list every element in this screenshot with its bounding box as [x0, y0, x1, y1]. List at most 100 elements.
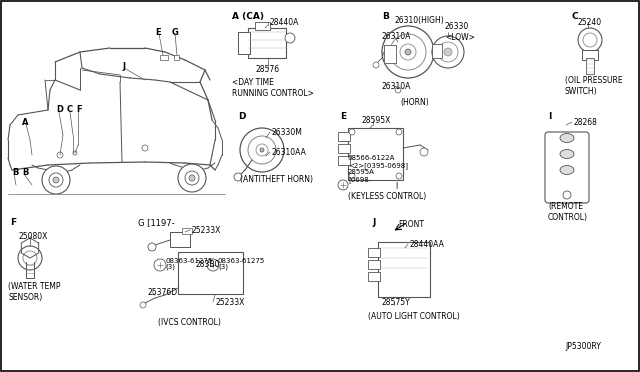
Text: B: B	[22, 168, 28, 177]
Text: 26330
<LOW>: 26330 <LOW>	[445, 22, 475, 42]
Text: (IVCS CONTROL): (IVCS CONTROL)	[158, 318, 221, 327]
Bar	[368, 260, 380, 269]
Bar	[160, 55, 168, 60]
Text: I: I	[548, 112, 552, 121]
Text: [0698-: [0698-	[348, 176, 371, 183]
Text: D: D	[238, 112, 246, 121]
Bar	[378, 242, 430, 297]
Circle shape	[400, 44, 416, 60]
Text: 08566-6122A: 08566-6122A	[348, 155, 396, 161]
Circle shape	[396, 129, 402, 135]
Text: (HORN): (HORN)	[400, 98, 429, 107]
Circle shape	[140, 302, 146, 308]
FancyBboxPatch shape	[545, 132, 589, 203]
Text: (AUTO LIGHT CONTROL): (AUTO LIGHT CONTROL)	[368, 312, 460, 321]
Bar	[338, 132, 350, 141]
Circle shape	[338, 180, 348, 190]
Circle shape	[578, 28, 602, 52]
Circle shape	[444, 48, 452, 56]
Text: 26330M: 26330M	[272, 128, 303, 137]
Bar	[338, 144, 350, 153]
Text: 28595A: 28595A	[348, 169, 375, 175]
Circle shape	[57, 152, 63, 158]
Text: C: C	[572, 12, 579, 21]
Bar	[170, 232, 190, 247]
Text: (OIL PRESSURE
SWITCH): (OIL PRESSURE SWITCH)	[565, 76, 623, 96]
Text: 25233X: 25233X	[192, 226, 221, 235]
Circle shape	[178, 164, 206, 192]
Circle shape	[260, 148, 264, 152]
Text: 26310A: 26310A	[382, 32, 412, 41]
Text: 26310AA: 26310AA	[272, 148, 307, 157]
Text: FRONT: FRONT	[398, 220, 424, 229]
Text: (WATER TEMP
SENSOR): (WATER TEMP SENSOR)	[8, 282, 61, 302]
Circle shape	[420, 148, 428, 156]
Ellipse shape	[560, 134, 574, 142]
Text: E: E	[155, 28, 161, 37]
Text: F: F	[76, 105, 82, 114]
Text: 28576: 28576	[256, 65, 280, 74]
Bar	[174, 55, 179, 60]
Circle shape	[395, 87, 401, 93]
Circle shape	[349, 129, 355, 135]
Circle shape	[373, 62, 379, 68]
Text: 28268: 28268	[574, 118, 598, 127]
Circle shape	[248, 136, 276, 164]
Circle shape	[390, 34, 426, 70]
Text: 08363-61275: 08363-61275	[165, 258, 212, 264]
Text: 28595X: 28595X	[362, 116, 392, 125]
Text: JP5300RY: JP5300RY	[565, 342, 601, 351]
Bar	[182, 228, 192, 234]
Text: G [1197-: G [1197-	[138, 218, 175, 227]
Text: <DAY TIME
RUNNING CONTROL>: <DAY TIME RUNNING CONTROL>	[232, 78, 314, 98]
Circle shape	[240, 128, 284, 172]
Circle shape	[349, 173, 355, 179]
Circle shape	[583, 33, 597, 47]
Text: B: B	[382, 12, 389, 21]
Ellipse shape	[560, 166, 574, 174]
Text: F: F	[10, 218, 16, 227]
Text: G: G	[172, 28, 179, 37]
Text: E: E	[340, 112, 346, 121]
Bar	[178, 252, 243, 294]
Text: 26310(HIGH): 26310(HIGH)	[395, 16, 445, 25]
Text: 08363-61275: 08363-61275	[218, 258, 265, 264]
Circle shape	[154, 259, 166, 271]
Circle shape	[73, 151, 77, 155]
Bar	[368, 272, 380, 281]
Text: A: A	[22, 118, 29, 127]
Circle shape	[189, 175, 195, 181]
Text: B: B	[12, 168, 19, 177]
Text: 28575Y: 28575Y	[382, 298, 411, 307]
Circle shape	[382, 26, 434, 78]
Circle shape	[18, 246, 42, 270]
Text: 26310A: 26310A	[382, 82, 412, 91]
Text: J: J	[372, 218, 376, 227]
Text: (REMOTE
CONTROL): (REMOTE CONTROL)	[548, 202, 588, 222]
Circle shape	[42, 166, 70, 194]
Text: 28440AA: 28440AA	[410, 240, 445, 249]
Text: (ANTITHEFT HORN): (ANTITHEFT HORN)	[240, 175, 313, 184]
Text: (3): (3)	[218, 263, 228, 269]
Circle shape	[256, 144, 268, 156]
Text: (KEYLESS CONTROL): (KEYLESS CONTROL)	[348, 192, 426, 201]
Circle shape	[432, 36, 464, 68]
Text: I: I	[395, 182, 397, 191]
Text: A (CA): A (CA)	[232, 12, 264, 21]
Bar	[338, 156, 350, 165]
Bar	[432, 44, 442, 58]
Text: <2>[0395-0698]: <2>[0395-0698]	[348, 162, 408, 169]
Circle shape	[142, 145, 148, 151]
Text: (3): (3)	[165, 263, 175, 269]
Text: J: J	[122, 62, 125, 71]
Circle shape	[396, 173, 402, 179]
Circle shape	[49, 173, 63, 187]
Circle shape	[53, 177, 59, 183]
Ellipse shape	[560, 150, 574, 158]
Bar	[348, 128, 403, 180]
Bar	[586, 58, 594, 74]
Circle shape	[285, 33, 295, 43]
Text: 28440A: 28440A	[270, 18, 300, 27]
Bar	[582, 50, 598, 60]
Circle shape	[23, 251, 37, 265]
